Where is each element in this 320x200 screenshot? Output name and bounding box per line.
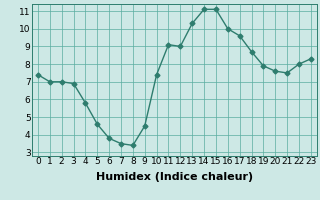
X-axis label: Humidex (Indice chaleur): Humidex (Indice chaleur) bbox=[96, 172, 253, 182]
